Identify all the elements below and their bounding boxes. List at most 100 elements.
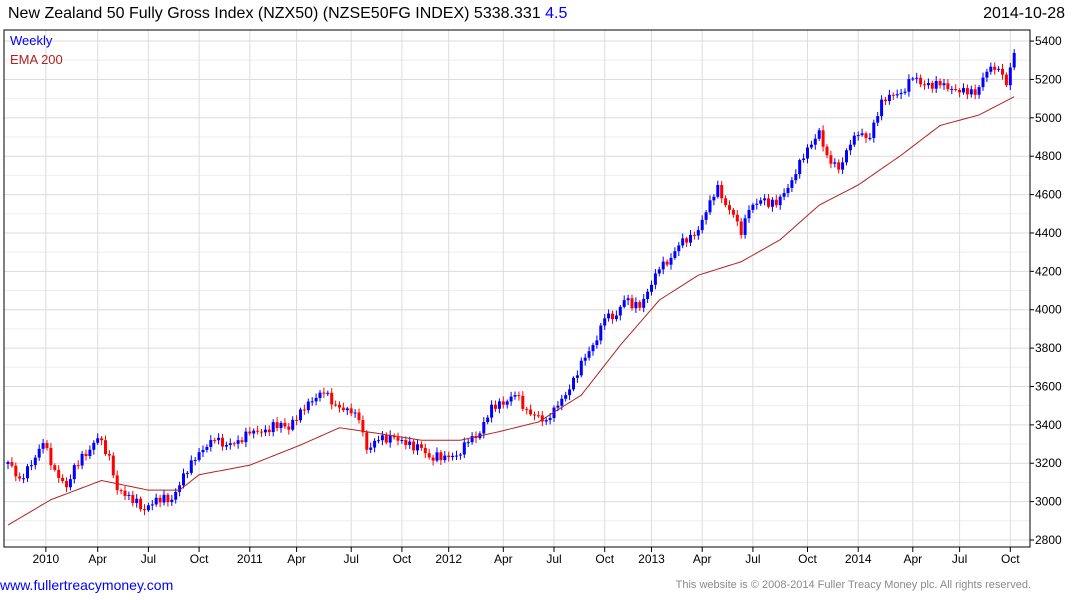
candle-body [349, 408, 353, 414]
candle-body [341, 407, 345, 411]
candle-body [88, 449, 92, 457]
candle-body [821, 130, 825, 147]
candle-body [954, 89, 958, 91]
candle-body [84, 453, 88, 457]
candle-body [221, 437, 224, 447]
candle-body [809, 144, 813, 148]
candle-body [552, 407, 556, 419]
y-tick-label: 2800 [1035, 533, 1062, 547]
candle-body [614, 315, 618, 320]
candle-body [950, 89, 954, 91]
candle-body [267, 429, 271, 433]
candle-body [435, 452, 439, 461]
candle-body [213, 440, 217, 442]
candle-body [591, 345, 595, 352]
candle-body [521, 395, 525, 409]
candle-body [240, 440, 244, 443]
candle-body [622, 300, 626, 307]
candle-body [29, 465, 33, 467]
candle-body [185, 472, 189, 474]
x-tick-label: Jul [745, 552, 760, 566]
ema200-line [7, 96, 1015, 526]
candle-body [80, 453, 84, 466]
site-link[interactable]: www.fullertreacymoney.com [0, 577, 174, 593]
candle-body [646, 291, 650, 299]
candle-body [700, 219, 704, 231]
x-tick-label: Oct [190, 552, 209, 566]
candle-body [977, 87, 981, 95]
y-tick-label: 3600 [1035, 379, 1062, 393]
candle-body [18, 476, 22, 479]
candle-body [377, 440, 380, 442]
candle-body [794, 174, 798, 181]
candle-body [626, 298, 630, 301]
candle-body [731, 209, 735, 215]
title-text: New Zealand 50 Fully Gross Index (NZX50)… [8, 5, 541, 22]
candle-body [123, 490, 127, 496]
y-tick-label: 4600 [1035, 188, 1062, 202]
candle-body [599, 325, 603, 341]
candle-body [201, 449, 205, 453]
candle-body [657, 269, 661, 274]
candle-body [903, 91, 907, 93]
candle-body [923, 84, 926, 86]
candle-body [969, 89, 973, 95]
candle-body [860, 133, 864, 136]
x-tick-label: Jul [141, 552, 156, 566]
candle-body [848, 144, 852, 151]
candle-body [864, 133, 868, 139]
candle-body [540, 415, 544, 422]
candle-body [443, 455, 447, 461]
candle-body [501, 401, 505, 405]
candle-body [891, 94, 895, 96]
candle-body [135, 498, 139, 503]
candle-body [564, 395, 568, 399]
candle-body [926, 83, 930, 86]
candle-body [798, 160, 802, 175]
candle-body [326, 392, 330, 394]
candle-body [96, 438, 100, 443]
candle-body [544, 420, 548, 422]
candle-body [692, 234, 696, 236]
candle-body [802, 158, 806, 161]
candle-body [45, 443, 49, 449]
x-tick-label: Apr [494, 552, 513, 566]
y-tick-label: 3800 [1035, 341, 1062, 355]
candle-body [373, 440, 377, 448]
candle-body [423, 447, 427, 454]
candle-body [357, 412, 361, 421]
y-tick-label: 3000 [1035, 495, 1062, 509]
candle-body [899, 92, 903, 95]
candle-body [517, 395, 521, 397]
y-tick-label: 3200 [1035, 456, 1062, 470]
candle-body [146, 505, 150, 511]
candle-body [911, 78, 915, 80]
y-tick-label: 5200 [1035, 72, 1062, 86]
candle-body [287, 426, 291, 430]
candle-body [965, 88, 969, 95]
candle-body [22, 478, 26, 480]
candle-body [724, 198, 728, 206]
candle-body [318, 392, 322, 398]
candle-body [525, 408, 529, 410]
candle-body [1001, 68, 1004, 75]
candle-body [369, 447, 373, 450]
candle-body [556, 405, 560, 408]
legend-weekly: Weekly [10, 33, 53, 48]
candle-body [938, 81, 942, 86]
candle-body [14, 465, 18, 477]
candle-body [817, 130, 821, 139]
ema-line [7, 96, 1015, 526]
candle-body [587, 351, 591, 358]
candle-body [193, 460, 197, 462]
candle-body [661, 261, 665, 270]
candle-body [404, 440, 408, 446]
candle-body [61, 477, 65, 482]
candle-body [786, 187, 790, 194]
candle-body [681, 238, 685, 246]
candle-body [353, 412, 357, 414]
candle-body [41, 443, 45, 449]
candle-body [490, 404, 494, 418]
candle-body [65, 481, 68, 488]
chart-title: New Zealand 50 Fully Gross Index (NZX50)… [8, 5, 567, 23]
